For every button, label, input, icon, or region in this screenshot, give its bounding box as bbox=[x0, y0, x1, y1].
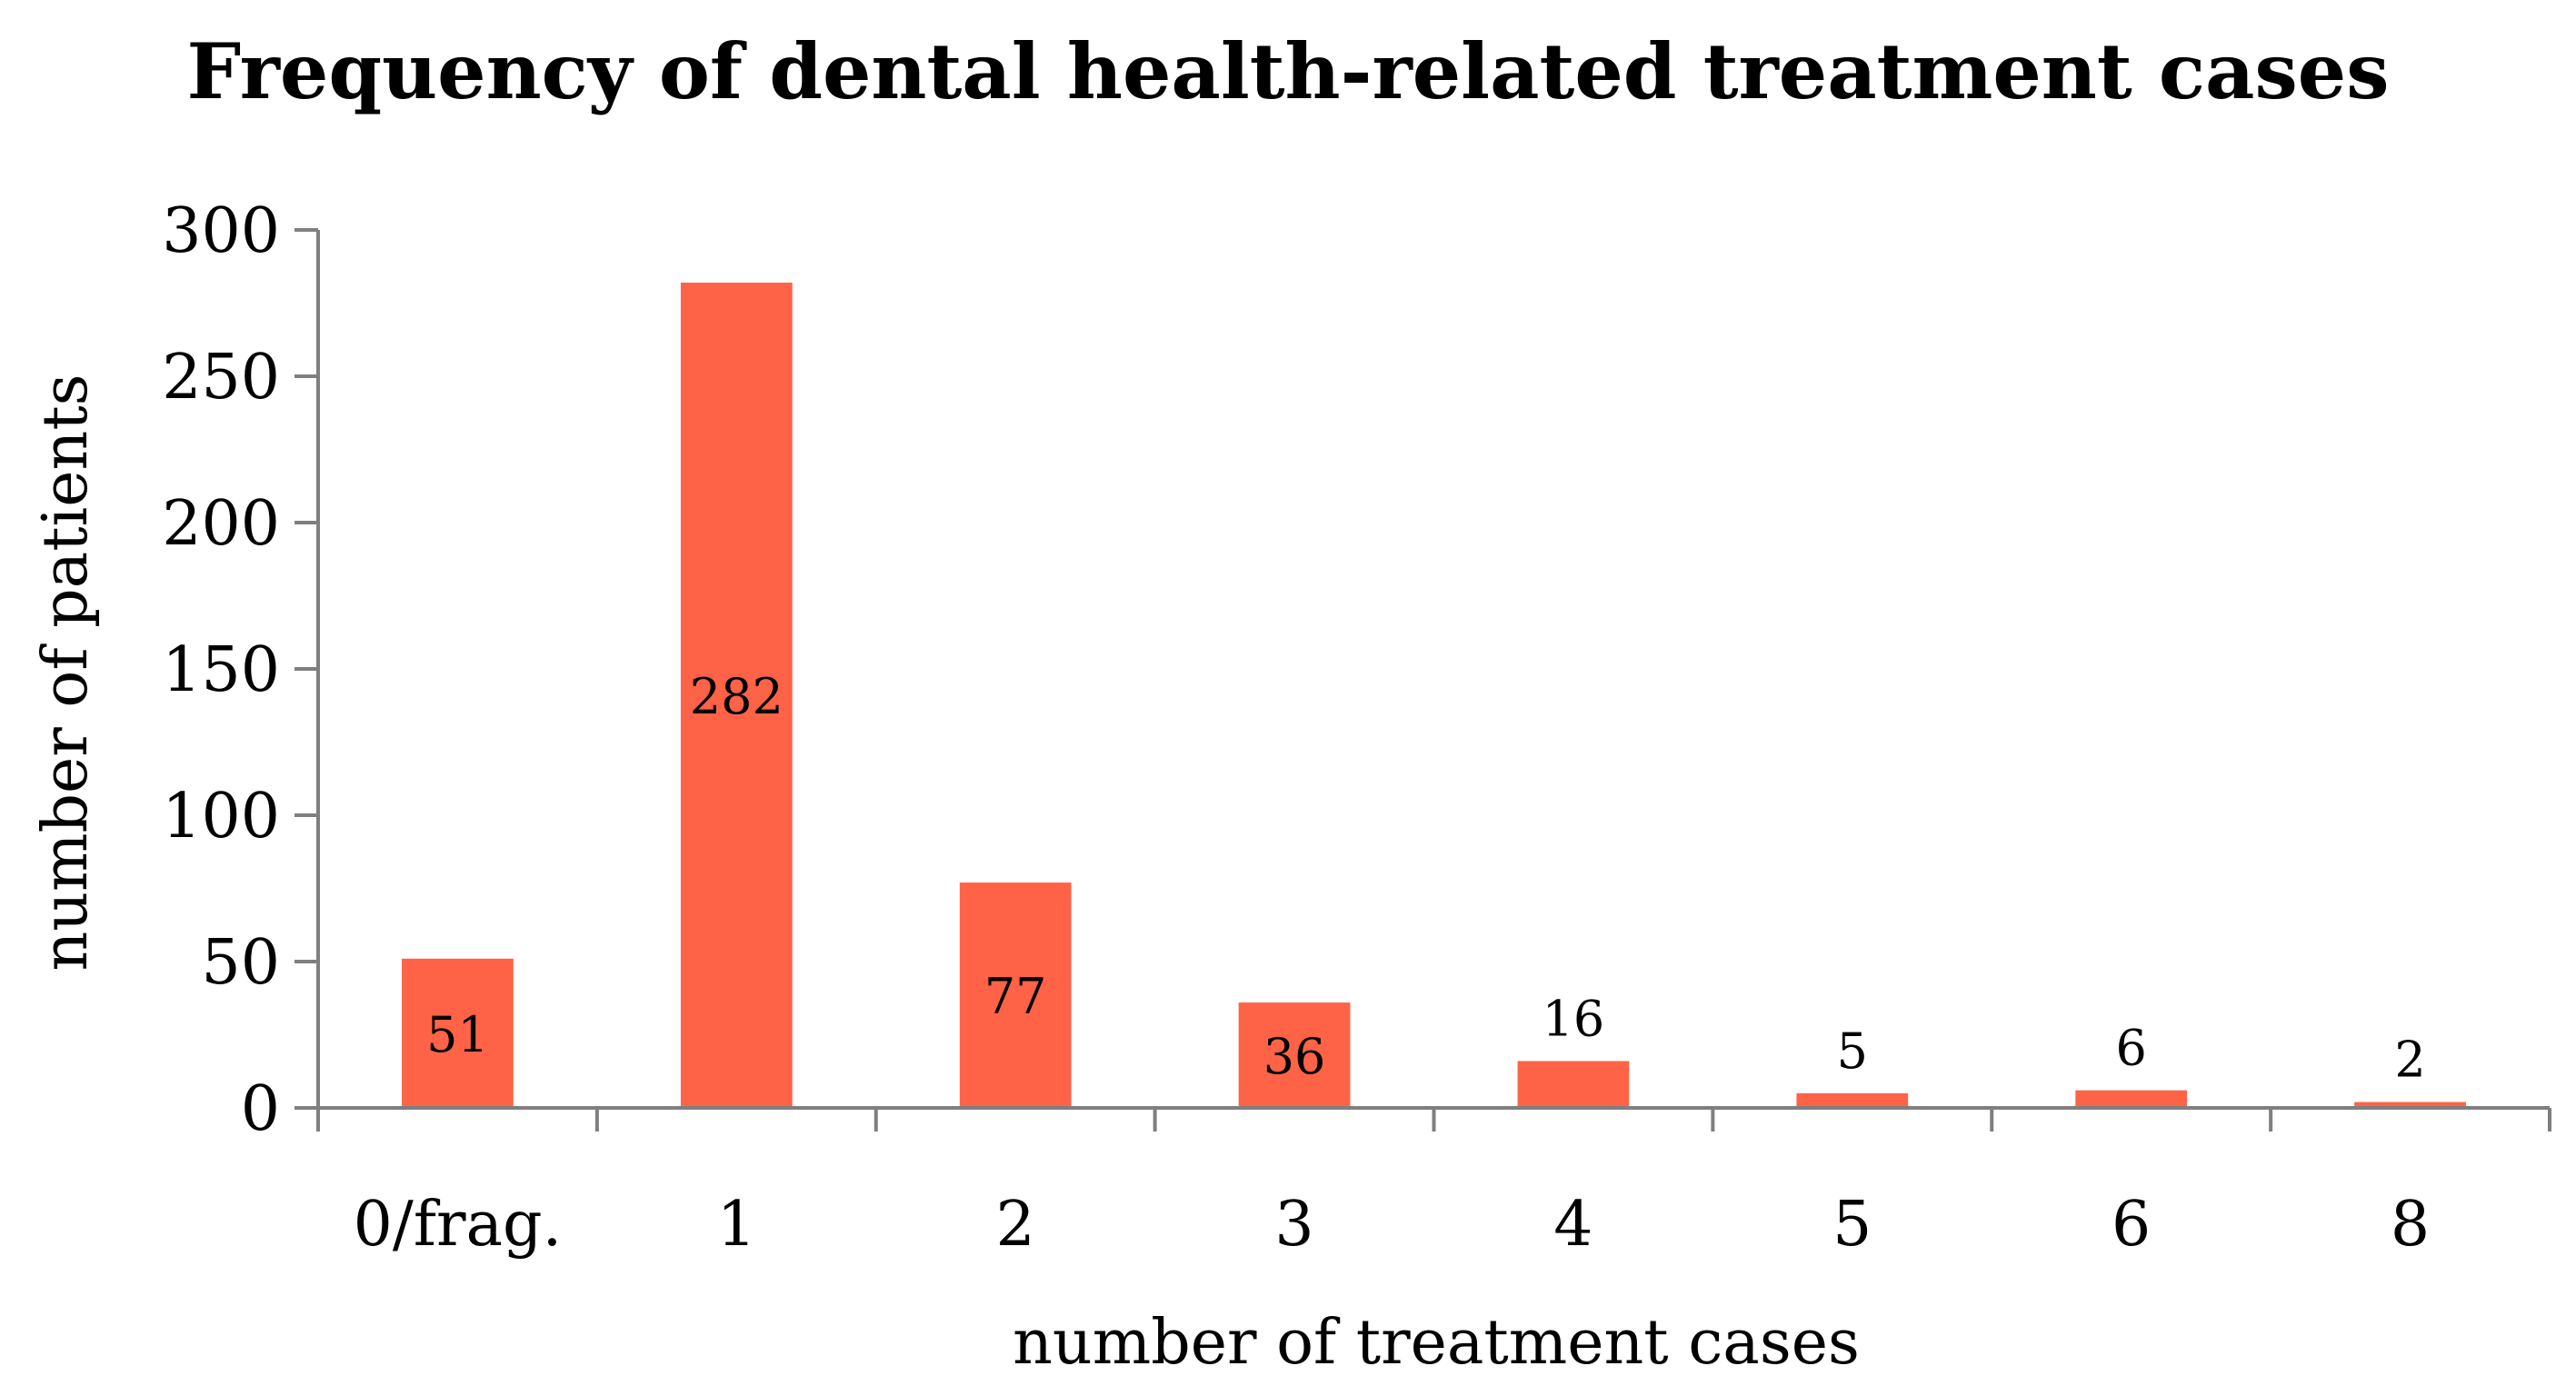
x-axis-title: number of treatment cases bbox=[1013, 1307, 1860, 1379]
data-label: 5 bbox=[1837, 1022, 1868, 1080]
data-label: 36 bbox=[1263, 1028, 1326, 1085]
chart-title: Frequency of dental health-related treat… bbox=[186, 26, 2389, 116]
y-tick-label: 300 bbox=[162, 195, 280, 267]
y-tick-label: 50 bbox=[201, 927, 280, 999]
x-tick-label: 8 bbox=[2391, 1189, 2430, 1261]
y-tick-label: 200 bbox=[162, 488, 280, 560]
y-tick-label: 100 bbox=[162, 781, 280, 853]
x-tick-label: 2 bbox=[996, 1189, 1035, 1261]
x-axis: 0/frag. 1 2 3 4 5 6 8 bbox=[295, 1106, 2551, 1261]
data-labels-group: 51 282 77 36 16 5 6 2 bbox=[426, 668, 2426, 1089]
x-tick-label: 0/frag. bbox=[354, 1189, 563, 1261]
bar-3 bbox=[1238, 1002, 1351, 1108]
bar-2 bbox=[959, 882, 1072, 1108]
bar-8 bbox=[2354, 1102, 2466, 1108]
x-tick-label: 3 bbox=[1274, 1189, 1313, 1261]
bar-6 bbox=[2075, 1090, 2188, 1108]
y-tick-label: 150 bbox=[162, 634, 280, 706]
y-axis-title: number of patients bbox=[30, 374, 102, 971]
x-tick-label: 5 bbox=[1832, 1189, 1872, 1261]
y-tick-label: 250 bbox=[162, 342, 280, 414]
data-label: 2 bbox=[2394, 1032, 2425, 1089]
y-axis: 0 50 100 150 200 250 300 bbox=[162, 195, 320, 1145]
bar-5 bbox=[1796, 1092, 1909, 1108]
x-tick-label: 1 bbox=[717, 1189, 756, 1261]
bar-0-frag- bbox=[402, 958, 514, 1108]
bar-4 bbox=[1517, 1061, 1630, 1108]
data-label: 282 bbox=[690, 668, 784, 725]
data-label: 77 bbox=[984, 968, 1047, 1025]
data-label: 6 bbox=[2116, 1020, 2147, 1077]
x-tick-label: 4 bbox=[1553, 1189, 1593, 1261]
bars-group bbox=[402, 282, 2466, 1109]
x-tick-label: 6 bbox=[2112, 1189, 2151, 1261]
data-label: 16 bbox=[1543, 990, 1605, 1047]
y-tick-label: 0 bbox=[241, 1073, 280, 1145]
bar-1 bbox=[680, 282, 793, 1109]
data-label: 51 bbox=[426, 1006, 489, 1063]
